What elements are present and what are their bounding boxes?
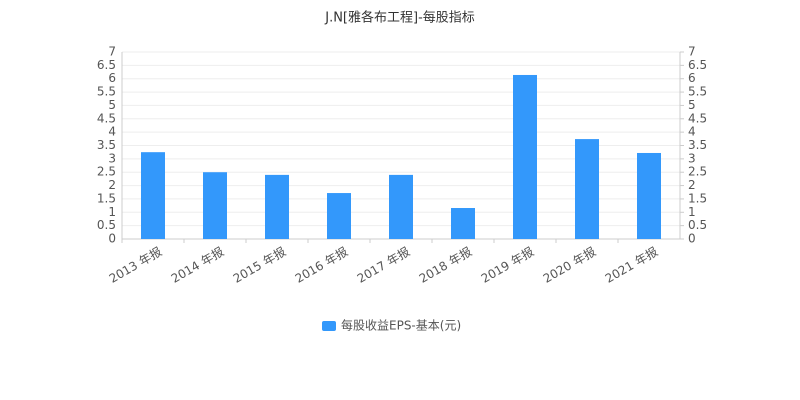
y2-tick-label: 2.5 <box>688 165 707 179</box>
y2-tick-label: 0 <box>688 232 696 246</box>
bar <box>637 152 661 239</box>
y-tick-label: 0 <box>108 232 116 246</box>
y-tick-label: 5.5 <box>97 85 116 99</box>
y-tick-label: 6.5 <box>97 58 116 72</box>
bar <box>265 174 289 239</box>
y-tick-label: 5 <box>108 98 116 112</box>
y-tick-label: 3 <box>108 151 116 165</box>
y-tick-label: 1.5 <box>97 191 116 205</box>
bar <box>141 152 165 239</box>
y-tick-label: 1 <box>108 205 116 219</box>
x-tick-label: 2021 年报 <box>602 244 660 286</box>
legend-swatch <box>322 321 336 331</box>
x-tick-label: 2017 年报 <box>354 244 412 286</box>
y-tick-label: 3.5 <box>97 138 116 152</box>
x-tick-label: 2018 年报 <box>416 244 474 286</box>
y2-tick-label: 3.5 <box>688 138 707 152</box>
y2-tick-label: 3 <box>688 151 696 165</box>
y-tick-label: 0.5 <box>97 218 116 232</box>
x-tick-label: 2019 年报 <box>478 244 536 286</box>
x-tick-label: 2014 年报 <box>168 244 226 286</box>
x-tick-label: 2013 年报 <box>106 244 164 286</box>
y2-tick-label: 6 <box>688 71 696 85</box>
y-tick-label: 2 <box>108 178 116 192</box>
y-tick-label: 4 <box>108 125 116 139</box>
y2-tick-label: 6.5 <box>688 58 707 72</box>
x-tick-label: 2016 年报 <box>292 244 350 286</box>
y2-tick-label: 0.5 <box>688 218 707 232</box>
bar <box>513 74 537 239</box>
bar <box>203 172 227 239</box>
y2-tick-label: 2 <box>688 178 696 192</box>
bar <box>389 174 413 239</box>
bar <box>575 139 599 239</box>
x-tick-label: 2015 年报 <box>230 244 288 286</box>
y-tick-label: 2.5 <box>97 165 116 179</box>
y2-tick-label: 5 <box>688 98 696 112</box>
y2-tick-label: 1.5 <box>688 191 707 205</box>
chart-title: J.N[雅各布工程]-每股指标 <box>324 10 475 26</box>
y2-tick-label: 4 <box>688 125 696 139</box>
bar <box>327 193 351 239</box>
y2-tick-label: 1 <box>688 205 696 219</box>
y-tick-label: 6 <box>108 71 116 85</box>
y2-tick-label: 7 <box>688 45 696 59</box>
y-tick-label: 4.5 <box>97 111 116 125</box>
bar <box>451 208 475 239</box>
legend-label: 每股收益EPS-基本(元) <box>341 318 461 333</box>
y2-tick-label: 5.5 <box>688 85 707 99</box>
x-tick-label: 2020 年报 <box>540 244 598 286</box>
y-tick-label: 7 <box>108 45 116 59</box>
y2-tick-label: 4.5 <box>688 111 707 125</box>
